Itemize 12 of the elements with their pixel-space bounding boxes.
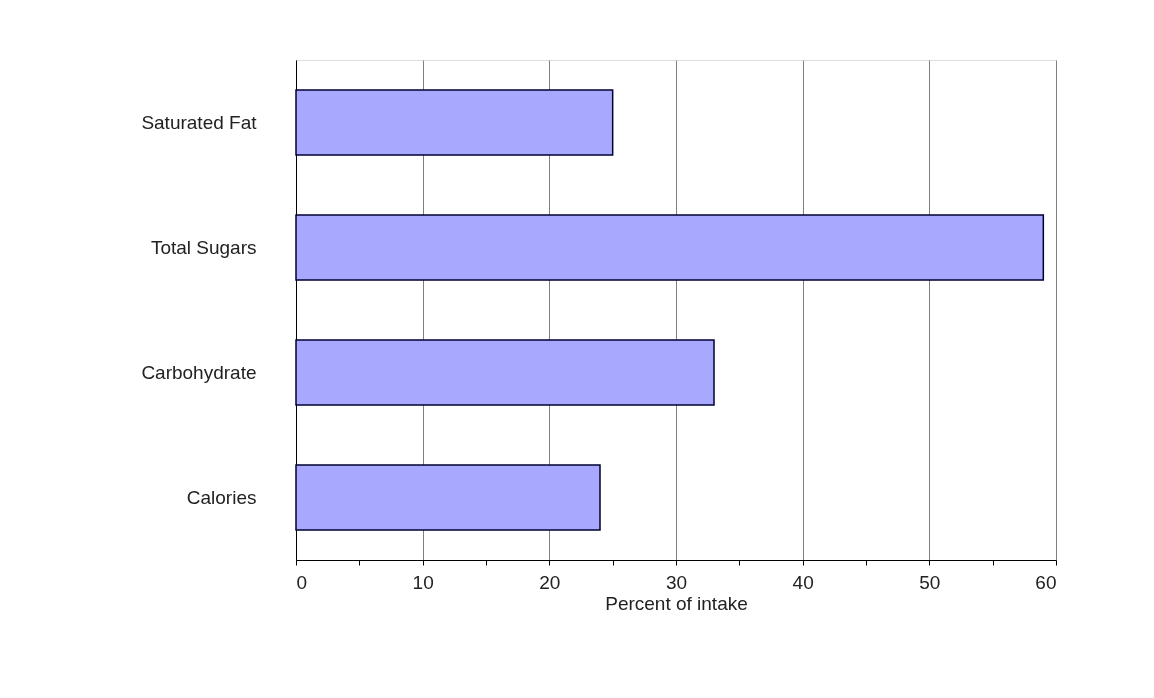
y-tick-label: Carbohydrate <box>141 361 257 383</box>
x-tick-label: 30 <box>665 571 688 593</box>
x-tick-label: 10 <box>412 571 434 593</box>
y-tick-label: Calories <box>186 486 257 508</box>
x-axis-title: Percent of intake <box>605 592 748 614</box>
x-tick-label: 60 <box>1035 571 1057 593</box>
y-tick-label: Saturated Fat <box>141 111 258 133</box>
y-tick-label: Total Sugars <box>150 236 257 258</box>
x-tick-label: 20 <box>539 571 561 593</box>
x-tick-label: 40 <box>792 571 814 593</box>
x-tick-label: 50 <box>919 571 941 593</box>
x-tick-label: 0 <box>296 571 308 593</box>
